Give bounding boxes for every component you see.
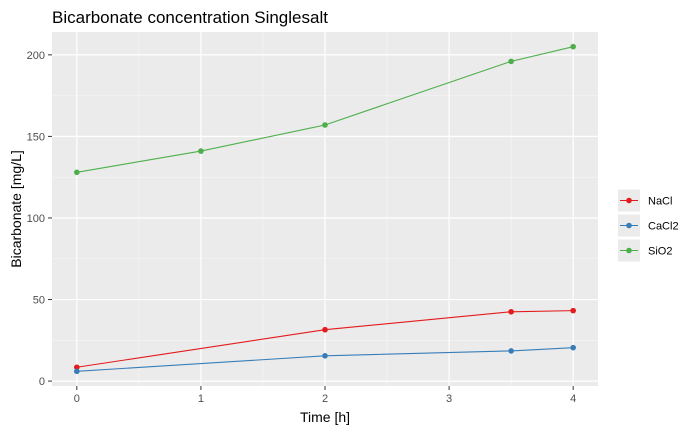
legend-label-sio2: SiO2 (648, 246, 672, 258)
series-line-cacl2 (76, 347, 574, 372)
axis-ticks (48, 54, 574, 390)
y-tick-label: 200 (27, 50, 45, 62)
y-tick-label: 150 (27, 131, 45, 143)
legend-key-point-cacl2 (626, 222, 632, 229)
data-point-sio2 (198, 148, 204, 154)
legend-label-cacl2: CaCl2 (648, 221, 679, 233)
x-tick-label: 0 (74, 393, 80, 405)
legend-key-point-nacl (626, 197, 632, 204)
data-point-nacl (508, 308, 514, 315)
series-line-nacl (76, 310, 574, 368)
legend: NaCl CaCl2 SiO2 (618, 189, 679, 262)
data-point-cacl2 (74, 368, 80, 375)
y-axis-label: Bicarbonate [mg/L] (8, 150, 24, 268)
x-tick-label: 4 (570, 393, 576, 405)
series-points (74, 43, 576, 375)
legend-label-nacl: NaCl (648, 196, 672, 208)
y-tick-labels: 0 50 100 150 200 (27, 50, 45, 388)
data-point-nacl (322, 326, 328, 333)
x-tick-label: 2 (322, 393, 328, 405)
data-point-cacl2 (322, 353, 328, 359)
chart-title: Bicarbonate concentration Singlesalt (52, 8, 328, 27)
data-point-sio2 (322, 122, 328, 128)
x-tick-label: 3 (446, 393, 452, 405)
data-point-sio2 (74, 169, 80, 176)
x-tick-labels: 0 1 2 3 4 (74, 393, 576, 405)
y-tick-label: 100 (27, 213, 45, 225)
legend-key-point-sio2 (626, 247, 632, 254)
y-tick-label: 50 (33, 295, 45, 307)
x-axis-label: Time [h] (300, 409, 350, 425)
x-tick-label: 1 (198, 393, 204, 405)
data-point-sio2 (508, 58, 514, 65)
y-tick-label: 0 (39, 376, 45, 388)
data-point-nacl (74, 364, 80, 371)
data-point-cacl2 (508, 348, 514, 354)
data-point-cacl2 (570, 344, 576, 351)
data-point-sio2 (570, 43, 576, 50)
data-point-nacl (570, 307, 576, 314)
